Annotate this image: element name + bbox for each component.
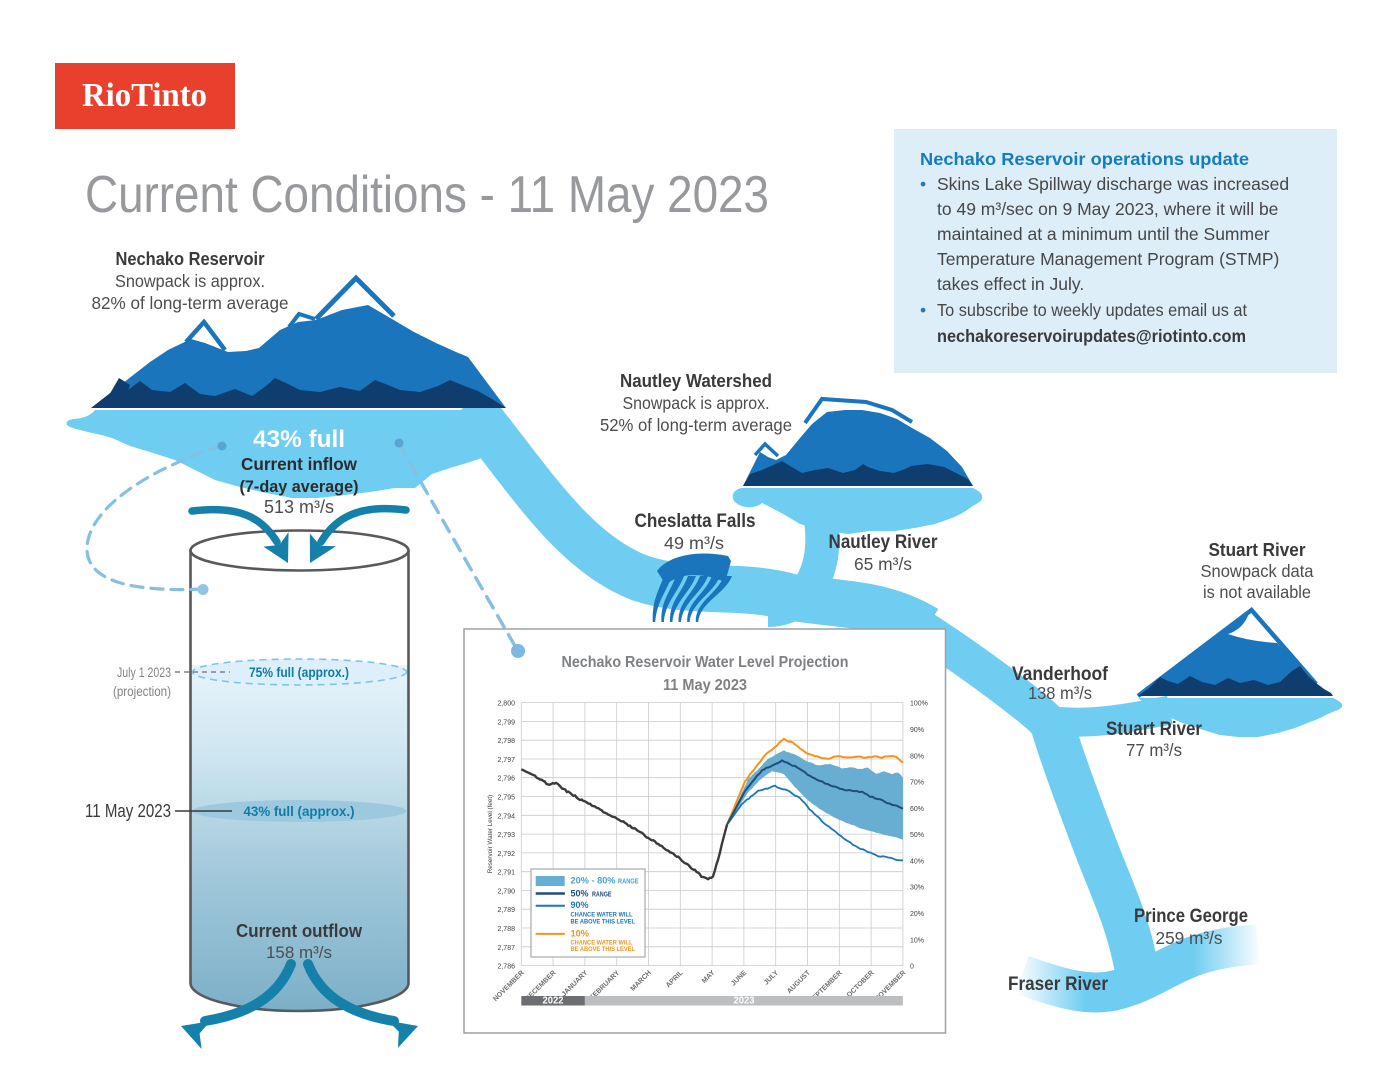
- svg-text:Nechako Reservoir Water Level: Nechako Reservoir Water Level Projection: [562, 654, 849, 671]
- svg-text:RioTinto: RioTinto: [82, 77, 207, 114]
- svg-text:Nechako Reservoir: Nechako Reservoir: [116, 249, 265, 269]
- svg-text:RANGE: RANGE: [592, 891, 612, 898]
- svg-text:Nautley River: Nautley River: [829, 532, 939, 553]
- svg-text:CHANCE WATER WILL: CHANCE WATER WILL: [571, 912, 633, 919]
- svg-text:Skins Lake Spillway discharge: Skins Lake Spillway discharge was increa…: [937, 174, 1289, 194]
- svg-text:90%: 90%: [571, 900, 590, 911]
- svg-text:10%: 10%: [910, 937, 924, 944]
- svg-text:is not available: is not available: [1203, 582, 1311, 602]
- svg-text:52% of long-term average: 52% of long-term average: [600, 415, 792, 435]
- svg-text:RANGE: RANGE: [618, 879, 639, 886]
- svg-text:2,788: 2,788: [497, 926, 515, 933]
- svg-text:2,792: 2,792: [497, 851, 515, 858]
- svg-text:2,798: 2,798: [497, 738, 515, 745]
- svg-text:2,794: 2,794: [497, 813, 515, 820]
- svg-text:(projection): (projection): [113, 684, 171, 699]
- svg-text:Snowpack data: Snowpack data: [1201, 561, 1314, 581]
- svg-text:Current outflow: Current outflow: [236, 921, 363, 941]
- svg-text:2023: 2023: [734, 996, 755, 1007]
- svg-text:2,789: 2,789: [497, 907, 515, 914]
- svg-text:Current Conditions - 11 May 20: Current Conditions - 11 May 2023: [85, 166, 769, 224]
- svg-text:2,790: 2,790: [497, 889, 515, 896]
- svg-text:50%: 50%: [571, 888, 590, 899]
- svg-text:2,793: 2,793: [497, 832, 515, 839]
- svg-text:Stuart River: Stuart River: [1106, 719, 1203, 740]
- svg-text:2022: 2022: [543, 996, 564, 1007]
- svg-text:To subscribe to weekly updates: To subscribe to weekly updates email us …: [937, 300, 1247, 320]
- svg-text:2,795: 2,795: [497, 795, 515, 802]
- svg-text:30%: 30%: [910, 885, 924, 892]
- svg-text:2,800: 2,800: [497, 701, 515, 708]
- svg-text:2,797: 2,797: [497, 757, 515, 764]
- svg-text:maintained at a minimum until: maintained at a minimum until the Summer: [937, 224, 1270, 244]
- svg-text:90%: 90%: [910, 727, 924, 734]
- svg-text:Nautley Watershed: Nautley Watershed: [620, 371, 772, 391]
- svg-text:CHANCE WATER WILL: CHANCE WATER WILL: [571, 939, 633, 946]
- svg-text:0: 0: [910, 964, 914, 971]
- svg-text:20%: 20%: [910, 911, 924, 918]
- svg-text:11 May 2023: 11 May 2023: [663, 677, 747, 694]
- svg-text:2,791: 2,791: [497, 870, 515, 877]
- svg-text:Cheslatta Falls: Cheslatta Falls: [635, 511, 756, 532]
- svg-text:2,787: 2,787: [497, 945, 515, 952]
- svg-text:•: •: [920, 174, 926, 194]
- svg-text:BE ABOVE THIS LEVEL: BE ABOVE THIS LEVEL: [571, 919, 636, 926]
- svg-text:Snowpack is approx.: Snowpack is approx.: [623, 393, 770, 413]
- svg-text:11 May 2023: 11 May 2023: [85, 801, 171, 821]
- svg-text:2,796: 2,796: [497, 776, 515, 783]
- svg-text:65 m³/s: 65 m³/s: [854, 554, 912, 574]
- svg-text:nechakoreservoirupdates@riotin: nechakoreservoirupdates@riotinto.com: [937, 326, 1246, 346]
- svg-text:Current inflow: Current inflow: [241, 454, 357, 474]
- svg-text:43% full: 43% full: [253, 426, 345, 453]
- svg-text:Snowpack is approx.: Snowpack is approx.: [115, 271, 265, 291]
- svg-text:60%: 60%: [910, 806, 924, 813]
- svg-text:Nechako Reservoir operations u: Nechako Reservoir operations update: [920, 149, 1249, 169]
- svg-text:(7-day average): (7-day average): [240, 478, 359, 496]
- svg-text:100%: 100%: [910, 701, 928, 708]
- svg-text:49 m³/s: 49 m³/s: [664, 533, 724, 553]
- svg-text:2,799: 2,799: [497, 719, 515, 726]
- svg-text:Stuart River: Stuart River: [1209, 540, 1306, 560]
- svg-text:•: •: [920, 300, 926, 320]
- svg-text:Temperature Management Program: Temperature Management Program (STMP): [937, 249, 1279, 269]
- svg-text:Prince George: Prince George: [1134, 906, 1248, 927]
- svg-text:Reservoir Water Level (feet): Reservoir Water Level (feet): [487, 795, 494, 874]
- svg-text:10%: 10%: [571, 929, 590, 940]
- svg-text:77 m³/s: 77 m³/s: [1126, 740, 1182, 760]
- svg-text:July 1 2023: July 1 2023: [117, 665, 171, 680]
- svg-text:82% of long-term average: 82% of long-term average: [92, 293, 289, 313]
- svg-text:75% full (approx.): 75% full (approx.): [249, 665, 349, 680]
- svg-text:2,786: 2,786: [497, 964, 515, 971]
- svg-text:158 m³/s: 158 m³/s: [266, 943, 332, 962]
- svg-text:takes effect in July.: takes effect in July.: [937, 274, 1084, 294]
- svg-text:80%: 80%: [910, 753, 924, 760]
- svg-text:70%: 70%: [910, 780, 924, 787]
- svg-text:259 m³/s: 259 m³/s: [1156, 928, 1223, 948]
- svg-text:43% full (approx.): 43% full (approx.): [244, 804, 355, 819]
- svg-text:513 m³/s: 513 m³/s: [264, 497, 334, 517]
- svg-text:Vanderhoof: Vanderhoof: [1012, 664, 1109, 685]
- svg-text:BE ABOVE THIS LEVEL: BE ABOVE THIS LEVEL: [571, 946, 636, 953]
- svg-text:to 49 m³/sec on 9 May 2023, wh: to 49 m³/sec on 9 May 2023, where it wil…: [937, 199, 1278, 219]
- svg-text:Fraser River: Fraser River: [1008, 974, 1109, 995]
- svg-text:138 m³/s: 138 m³/s: [1028, 683, 1092, 703]
- svg-text:50%: 50%: [910, 832, 924, 839]
- svg-text:20% - 80%: 20% - 80%: [571, 876, 617, 887]
- svg-text:40%: 40%: [910, 858, 924, 865]
